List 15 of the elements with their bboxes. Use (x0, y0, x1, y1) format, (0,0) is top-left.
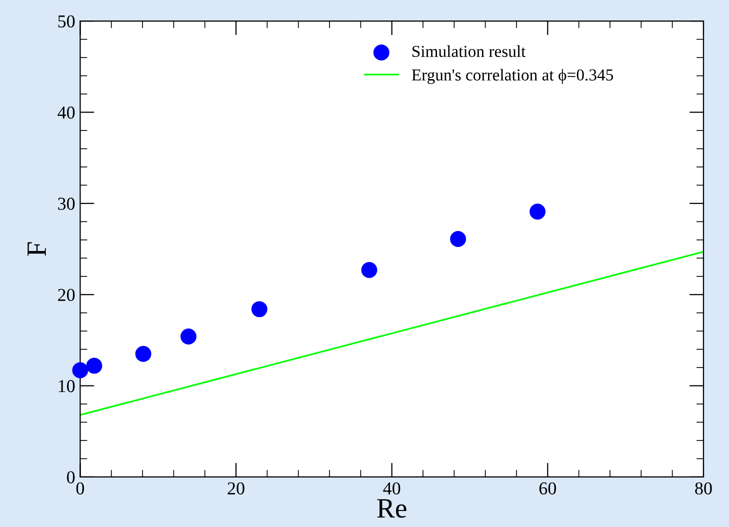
y-tick-label: 30 (58, 198, 75, 210)
x-tick-label: 20 (228, 482, 244, 495)
y-tick-label: 0 (66, 471, 75, 484)
y-axis-title: F (28, 242, 46, 256)
x-tick-label: 80 (695, 482, 712, 495)
x-tick-label: 60 (539, 482, 556, 495)
y-tick-label: 50 (58, 15, 75, 28)
y-tick-label: 20 (58, 288, 75, 302)
x-axis-title: Re (377, 499, 406, 518)
legend-label: Ergun's correlation at ϕ=0.345 (412, 68, 614, 84)
x-tick-label: 0 (76, 482, 84, 495)
y-tick-label: 40 (58, 106, 75, 119)
y-tick-label: 10 (58, 380, 75, 392)
legend-label: Simulation result (412, 45, 526, 58)
x-tick-label: 40 (383, 482, 400, 495)
